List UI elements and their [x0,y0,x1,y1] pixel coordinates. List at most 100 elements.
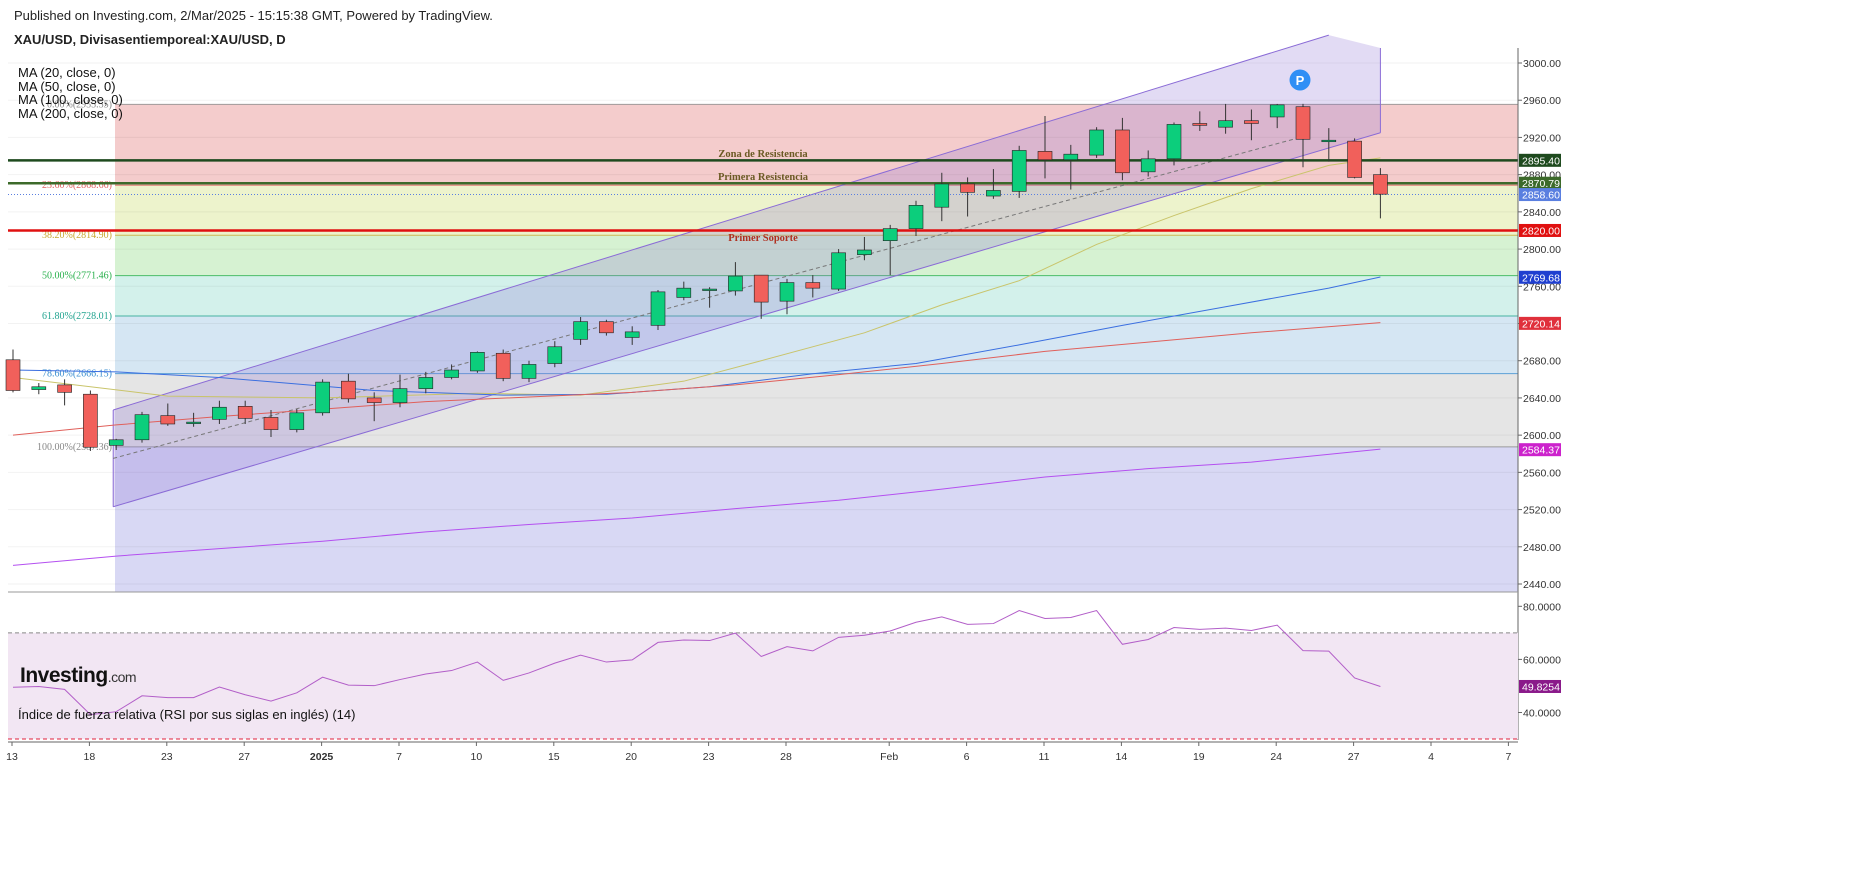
candle [599,319,614,336]
channel-midline [113,138,1295,459]
candle [547,341,563,368]
x-tick-label-17: 27 [1348,751,1360,763]
fib-label-2: 38.20%(2814.90) [42,230,112,241]
candle [650,290,666,331]
candle [805,275,821,298]
symbol-title: XAU/USD, Divisasentiemporeal:XAU/USD, D [14,32,286,47]
candle-body [1089,129,1104,156]
y-tick-label-13: 2960.00 [1523,95,1561,107]
x-tick-label-18: 4 [1428,751,1434,763]
rsi-title: Índice de fuerza relativa (RSI por sus s… [18,707,356,722]
rsi-line [12,609,1381,716]
price-tag-label-2: 2858.60 [1522,190,1560,202]
candle-body [599,321,614,334]
x-tick-label-5: 7 [396,751,402,763]
candle [960,177,975,217]
x-tick-label-16: 24 [1270,751,1282,763]
candle-body [728,275,743,292]
candle [418,371,434,394]
fib-label-6: 100.00%(2587.36) [37,442,112,453]
candle-body [1140,158,1156,173]
fib-label-4: 61.80%(2728.01) [42,311,112,322]
candle [1140,150,1156,177]
candle [728,262,743,296]
candle-body [934,183,950,208]
candle [237,400,253,424]
candle-body [1373,174,1388,195]
x-tick-label-6: 10 [471,751,483,763]
x-tick-label-3: 27 [238,751,250,763]
candle [753,274,769,319]
ma-line-3 [12,448,1381,566]
candle [263,410,279,438]
sr-label-0: Zona de Resistencia [718,149,808,160]
y-tick-label-9: 2800.00 [1523,244,1561,256]
candle-body [753,274,769,303]
price-tag-bg-6 [1519,443,1561,457]
fib-zone-0 [115,104,1518,186]
candle [83,390,98,451]
rsi-tick-label-1: 60.0000 [1523,654,1561,666]
candle-body [134,414,150,441]
price-tag-label-0: 2895.40 [1522,155,1560,167]
candle [857,236,872,261]
candle [1295,103,1311,168]
candle-body [83,393,98,448]
candle-body [1063,153,1079,161]
candle-body [547,346,563,364]
candle-body [1037,151,1053,161]
candle [289,409,305,433]
candle [134,411,150,443]
y-tick-label-12: 2920.00 [1523,132,1561,144]
candle-body [160,415,176,425]
candle [341,373,356,403]
y-tick-label-0: 2440.00 [1523,579,1561,591]
channel-lower-line [113,132,1381,508]
candle-body [857,249,872,255]
candle [1347,138,1362,179]
candle [108,438,124,451]
x-tick-label-9: 23 [703,751,715,763]
ma-line-1 [12,276,1381,396]
price-tag-bg-0 [1519,153,1561,167]
ma-legend-item-200: MA (200, close, 0) [18,105,123,121]
candle-body [1218,120,1233,128]
channel-upper-line [113,34,1329,411]
candle [31,383,47,395]
candle-body [1321,139,1337,143]
p-badge-letter: P [1296,73,1305,88]
price-tag-bg-5 [1519,316,1561,330]
publisher-caption: Published on Investing.com, 2/Mar/2025 -… [14,8,493,23]
fib-label-0: 0.00%(2955.55) [47,99,112,110]
candle-body [831,252,846,290]
price-tag-label-3: 2820.00 [1522,225,1560,237]
y-tick-label-1: 2480.00 [1523,542,1561,554]
rsi-band [8,632,1518,740]
candle [831,249,846,291]
candle-body [418,377,434,389]
candle [186,412,201,427]
price-tag-label-1: 2870.79 [1522,178,1560,190]
rsi-tick-label-0: 80.0000 [1523,601,1561,613]
x-tick-label-7: 15 [548,751,560,763]
x-tick-label-4: 2025 [310,751,334,763]
candle-body [986,190,1001,197]
candle-body [1269,104,1285,118]
candle-body [1192,123,1208,126]
candle [676,281,692,301]
candle-body [1115,129,1130,174]
y-tick-label-5: 2640.00 [1523,393,1561,405]
fib-label-1: 23.60%(2868.66) [42,180,112,191]
candle-body [573,321,588,340]
x-tick-label-8: 20 [625,751,637,763]
rsi-tick-label-2: 40.0000 [1523,707,1561,719]
candle-body [237,406,253,419]
x-tick-label-12: 6 [964,751,970,763]
candle-body [1166,124,1182,160]
rsi-current-tag-label: 49.8254 [1522,681,1560,693]
sr-label-1: Primera Resistencia [718,172,809,183]
candle [444,364,459,380]
candle [908,200,924,237]
price-tag-bg-2 [1519,188,1561,202]
